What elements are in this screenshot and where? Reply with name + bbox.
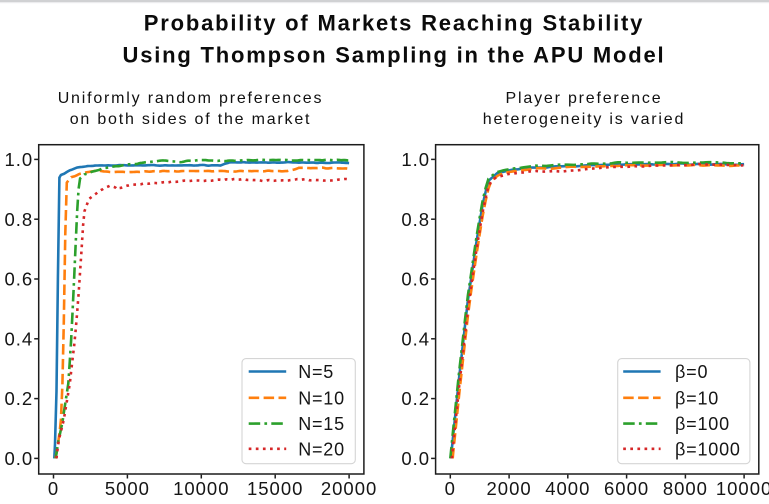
svg-text:0.4: 0.4 — [4, 328, 33, 349]
svg-text:6000: 6000 — [604, 478, 649, 499]
svg-text:0.2: 0.2 — [401, 388, 430, 409]
svg-text:N=15: N=15 — [298, 414, 345, 434]
svg-text:0.8: 0.8 — [401, 209, 430, 230]
svg-text:heterogeneity is varied: heterogeneity is varied — [483, 111, 685, 128]
svg-text:β=10: β=10 — [675, 388, 719, 408]
svg-text:Using Thompson Sampling in the: Using Thompson Sampling in the APU Model — [123, 43, 666, 68]
svg-text:β=100: β=100 — [675, 414, 730, 434]
svg-text:Uniformly random preferences: Uniformly random preferences — [58, 90, 324, 107]
svg-text:1.0: 1.0 — [4, 149, 33, 170]
svg-text:0.4: 0.4 — [401, 328, 430, 349]
svg-text:Probability of Markets Reachin: Probability of Markets Reaching Stabilit… — [144, 11, 644, 36]
svg-text:Player preference: Player preference — [506, 90, 663, 107]
svg-text:0: 0 — [445, 478, 456, 499]
svg-text:5000: 5000 — [105, 478, 150, 499]
svg-text:N=5: N=5 — [298, 362, 334, 382]
svg-text:β=0: β=0 — [675, 362, 708, 382]
svg-text:10000: 10000 — [716, 478, 769, 499]
svg-text:0.6: 0.6 — [4, 269, 33, 290]
svg-text:N=10: N=10 — [298, 388, 345, 408]
svg-text:β=1000: β=1000 — [675, 439, 741, 459]
svg-text:8000: 8000 — [663, 478, 708, 499]
svg-text:15000: 15000 — [247, 478, 303, 499]
svg-text:0.6: 0.6 — [401, 269, 430, 290]
svg-text:20000: 20000 — [321, 478, 377, 499]
svg-text:0.2: 0.2 — [4, 388, 33, 409]
svg-text:10000: 10000 — [173, 478, 229, 499]
svg-text:1.0: 1.0 — [401, 149, 430, 170]
svg-text:0: 0 — [48, 478, 59, 499]
svg-text:N=20: N=20 — [298, 439, 345, 459]
svg-text:0.8: 0.8 — [4, 209, 33, 230]
svg-text:0.0: 0.0 — [401, 448, 430, 469]
svg-text:2000: 2000 — [487, 478, 532, 499]
svg-text:0.0: 0.0 — [4, 448, 33, 469]
svg-text:on both sides of the market: on both sides of the market — [70, 111, 312, 128]
svg-text:4000: 4000 — [545, 478, 590, 499]
